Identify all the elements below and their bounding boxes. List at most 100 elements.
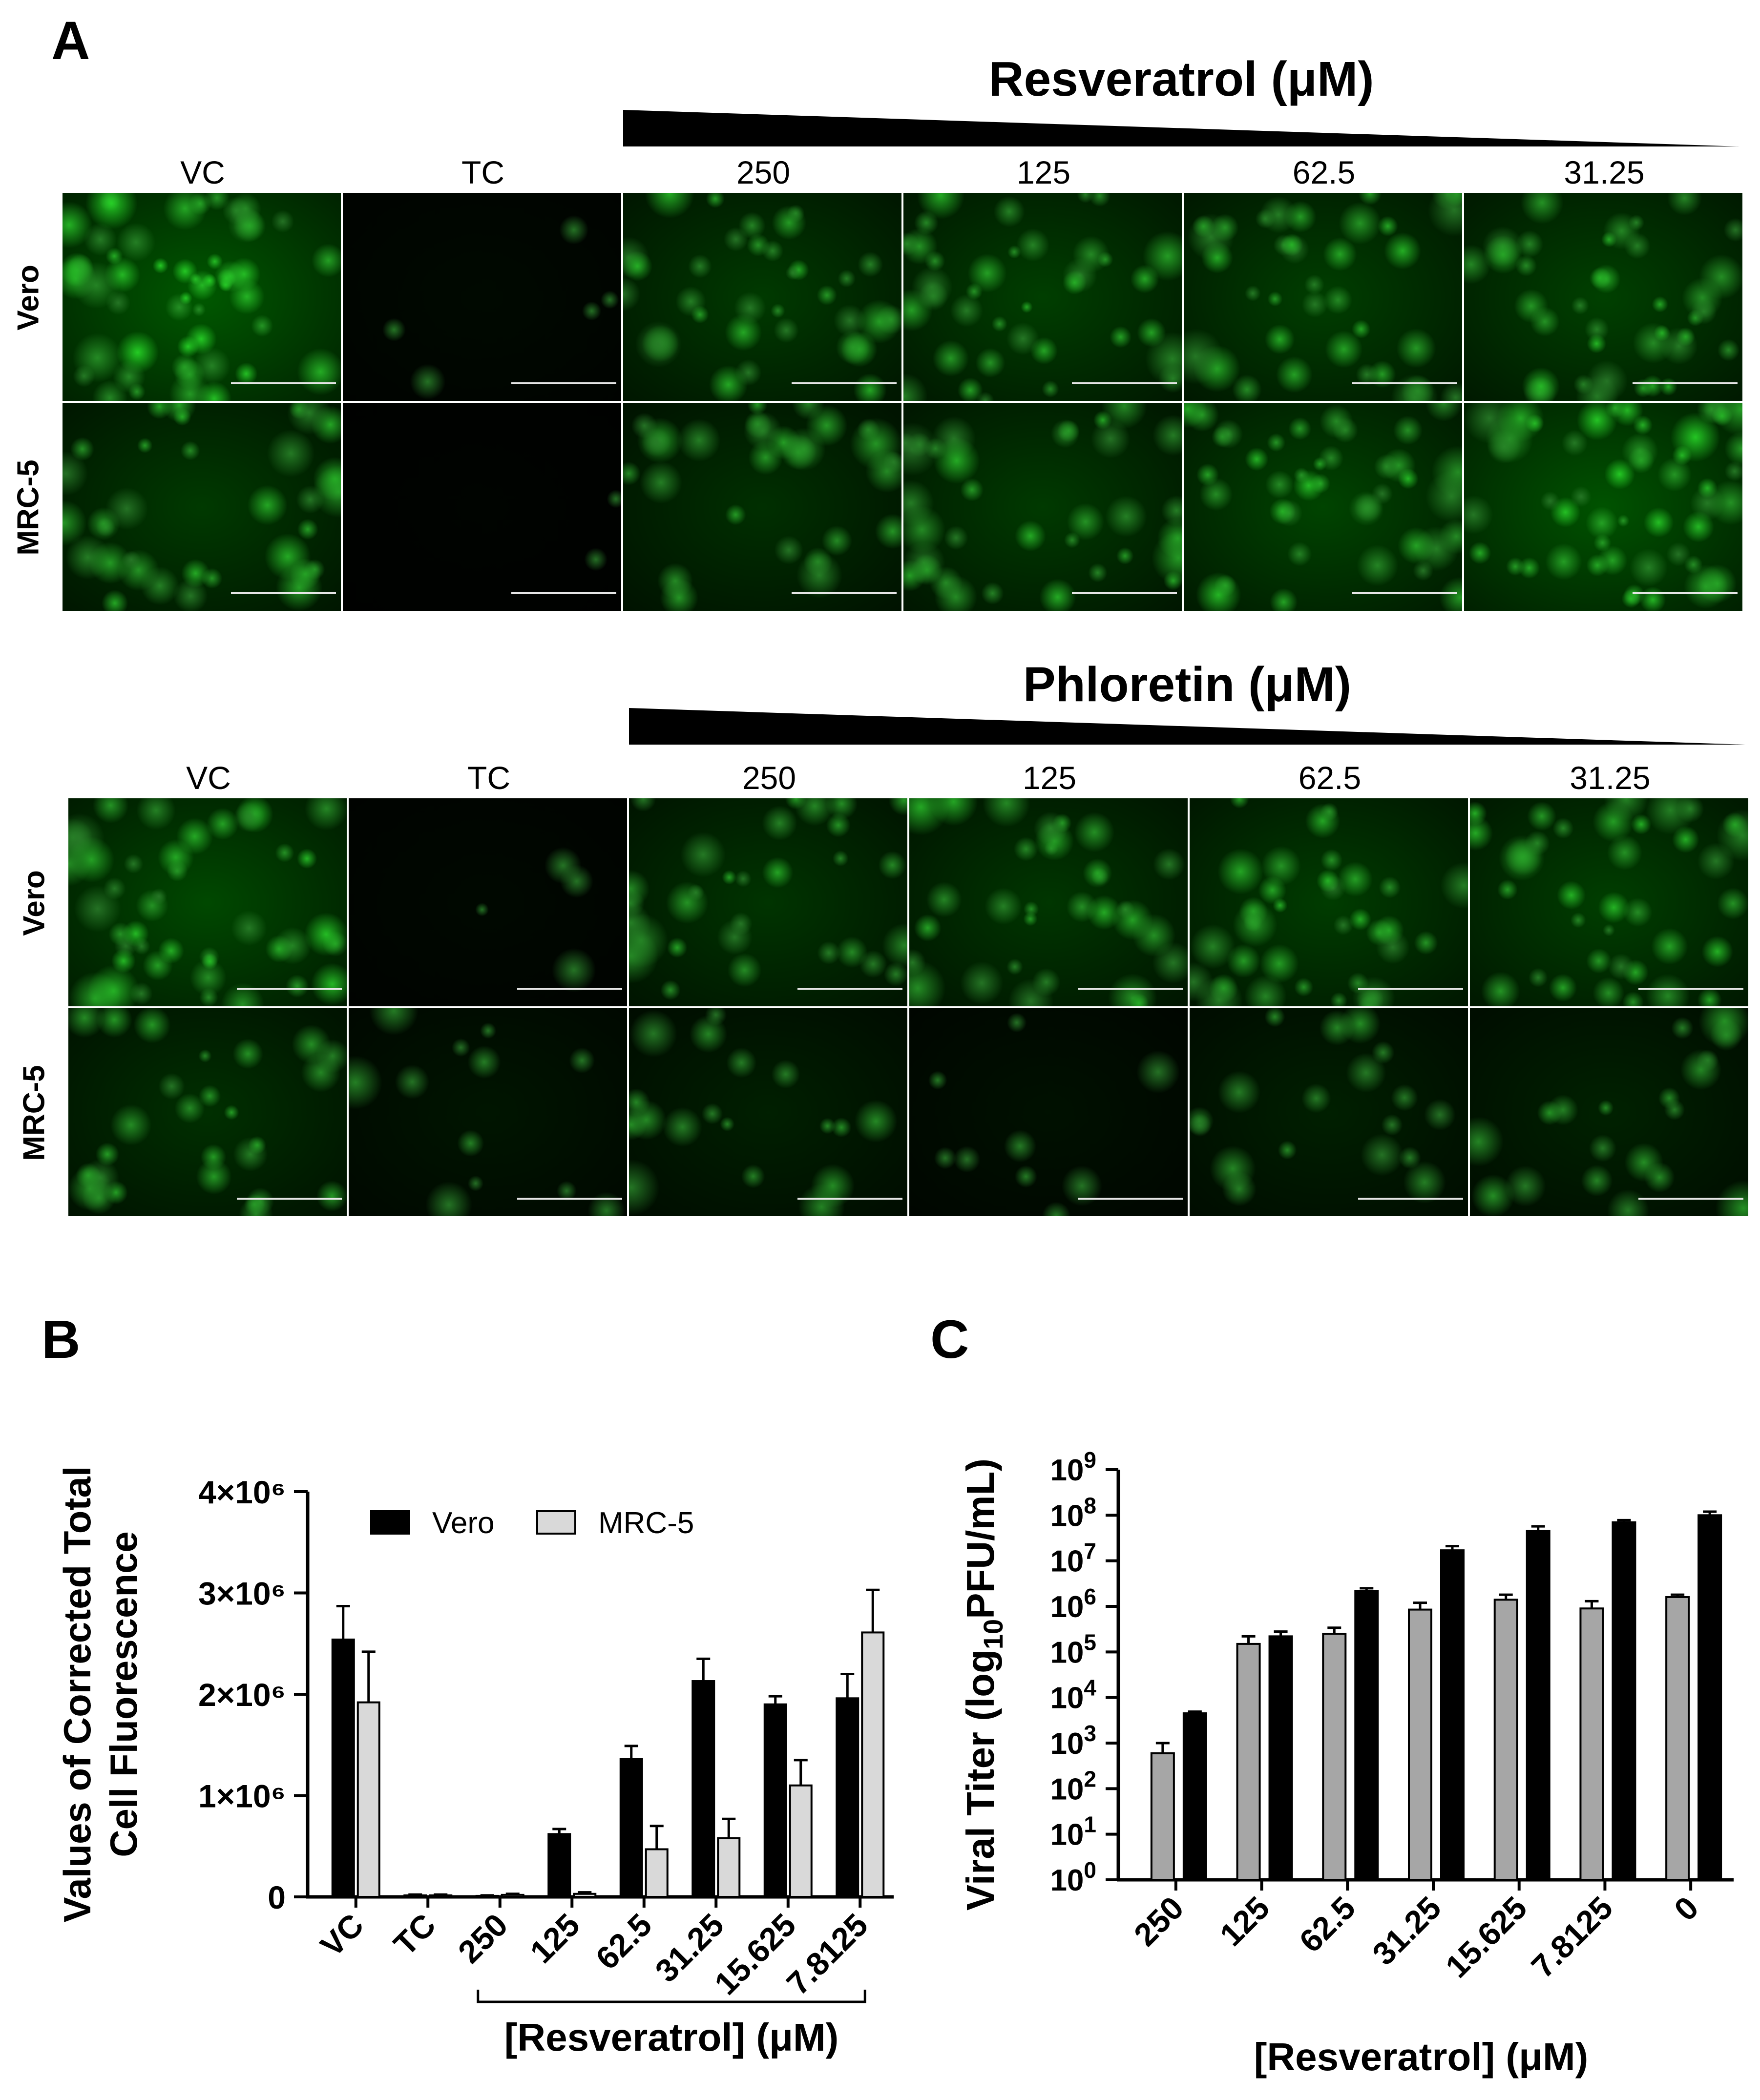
scale-bar: [1638, 988, 1743, 990]
micrograph-tile: [903, 403, 1182, 611]
y-axis-label-line2: Cell Fluorescence: [102, 1531, 145, 1857]
micrograph-tile: [349, 1008, 627, 1216]
column-label: VC: [180, 154, 225, 190]
x-axis-label: [Resveratrol] (μM): [504, 2016, 839, 2059]
scale-bar: [1078, 1198, 1183, 1200]
column-label: 62.5: [1292, 154, 1356, 190]
chart-b: 0 1×10⁶ 2×10⁶ 3×10⁶ 4×10⁶ Values of Corrected…: [56, 1466, 894, 2059]
bar-series-1: [1440, 1549, 1465, 1881]
micrograph-tile: [1464, 193, 1742, 401]
scale-bar: [1358, 988, 1463, 990]
x-tick-label: 0: [1667, 1890, 1705, 1928]
x-tick-label: TC: [387, 1907, 443, 1963]
micrograph-tile: [903, 193, 1182, 401]
scale-bar: [797, 988, 902, 990]
y-tick-label: 105: [1050, 1629, 1096, 1669]
y-tick-label: 107: [1050, 1539, 1096, 1579]
micrograph-tile: [63, 193, 341, 401]
row-label: Vero: [17, 870, 51, 936]
concentration-wedge-0: [623, 110, 1739, 146]
y-axis-label: Viral Titer (log10PFU/mL): [959, 1458, 1008, 1911]
legend-swatch: [536, 1510, 576, 1535]
scale-bar: [517, 1198, 622, 1200]
micrograph-tile: [63, 403, 341, 611]
scale-bar: [1352, 592, 1457, 594]
micrograph-tile: [1184, 193, 1462, 401]
bar-series-0: [1322, 1633, 1347, 1881]
legend-label: MRC-5: [598, 1506, 694, 1540]
drug-title-0: Resveratrol (μM): [988, 52, 1374, 106]
x-tick-label: 125: [1213, 1890, 1276, 1953]
bar-mrc-5: [573, 1892, 597, 1898]
micrograph-tile: [68, 798, 347, 1006]
column-label: TC: [461, 154, 504, 190]
x-tick-label: 250: [451, 1907, 514, 1970]
x-tick-label: VC: [313, 1907, 370, 1964]
scale-bar: [511, 592, 616, 594]
bar-series-0: [1236, 1643, 1261, 1881]
scale-bar: [1358, 1198, 1463, 1200]
bar-vero: [836, 1697, 859, 1898]
scale-bar: [517, 988, 622, 990]
scale-bar: [1633, 592, 1738, 594]
bar-series-1: [1612, 1521, 1636, 1881]
y-tick-label: 101: [1050, 1812, 1096, 1852]
micrograph-tile: [68, 1008, 347, 1216]
row-label: MRC-5: [11, 459, 45, 556]
column-label: TC: [467, 760, 510, 796]
scale-bar: [792, 382, 897, 384]
bar-series-1: [1268, 1635, 1293, 1881]
micrograph-tile: [343, 403, 621, 611]
scale-bar: [231, 382, 336, 384]
chart-c: 100 101 102 103 104 105 106 107 108 109 Viral Tite…: [959, 1447, 1734, 2079]
scale-bar: [1638, 1198, 1743, 1200]
micrograph-tile: [1470, 798, 1748, 1006]
bar-vero: [691, 1680, 715, 1898]
legend-label: Vero: [432, 1506, 495, 1540]
y-tick-label: 1×10⁶: [198, 1778, 286, 1814]
bar-series-0: [1493, 1599, 1518, 1881]
micrograph-tile: [1190, 1008, 1468, 1216]
legend-swatch: [370, 1510, 410, 1535]
y-tick-label: 0: [268, 1879, 286, 1915]
x-tick-label: 7.8125: [1524, 1890, 1619, 1985]
y-tick-label: 106: [1050, 1584, 1096, 1624]
micrograph-tile: [1470, 1008, 1748, 1216]
scale-bar: [1072, 382, 1177, 384]
y-tick-label: 4×10⁶: [198, 1474, 286, 1510]
bar-mrc-5: [861, 1631, 885, 1898]
column-label: 250: [742, 760, 796, 796]
bar-series-1: [1697, 1514, 1722, 1881]
bar-series-1: [1182, 1712, 1207, 1881]
bar-series-1: [1526, 1530, 1550, 1881]
y-tick-label: 108: [1050, 1493, 1096, 1533]
bar-mrc-5: [501, 1893, 524, 1898]
bar-mrc-5: [717, 1837, 741, 1898]
scale-bar: [511, 382, 616, 384]
y-tick-label: 3×10⁶: [198, 1576, 286, 1612]
x-tick-label: 7.8125: [779, 1907, 875, 2002]
micrograph-tile: [909, 798, 1188, 1006]
bar-vero: [619, 1758, 643, 1898]
x-tick-label: 15.625: [1439, 1890, 1534, 1985]
x-tick-label: 15.625: [708, 1907, 803, 2002]
scale-bar: [1352, 382, 1457, 384]
bar-vero: [331, 1638, 355, 1898]
bar-mrc-5: [789, 1784, 813, 1898]
column-label: VC: [186, 760, 231, 796]
row-label: MRC-5: [17, 1065, 51, 1161]
scale-bar: [231, 592, 336, 594]
x-tick-label: 62.5: [1292, 1890, 1362, 1959]
panel-a-letter: A: [51, 11, 90, 71]
micrograph-tile: [1190, 798, 1468, 1006]
y-tick-label: 100: [1050, 1857, 1096, 1897]
micrograph-tile: [909, 1008, 1188, 1216]
micrograph-tile: [629, 1008, 907, 1216]
micrograph-tile: [623, 193, 901, 401]
scale-bar: [792, 592, 897, 594]
row-label: Vero: [11, 265, 45, 331]
bar-vero: [763, 1703, 787, 1898]
column-label: 62.5: [1298, 760, 1362, 796]
x-tick-label: 62.5: [588, 1907, 658, 1976]
bar-series-1: [1354, 1590, 1379, 1881]
